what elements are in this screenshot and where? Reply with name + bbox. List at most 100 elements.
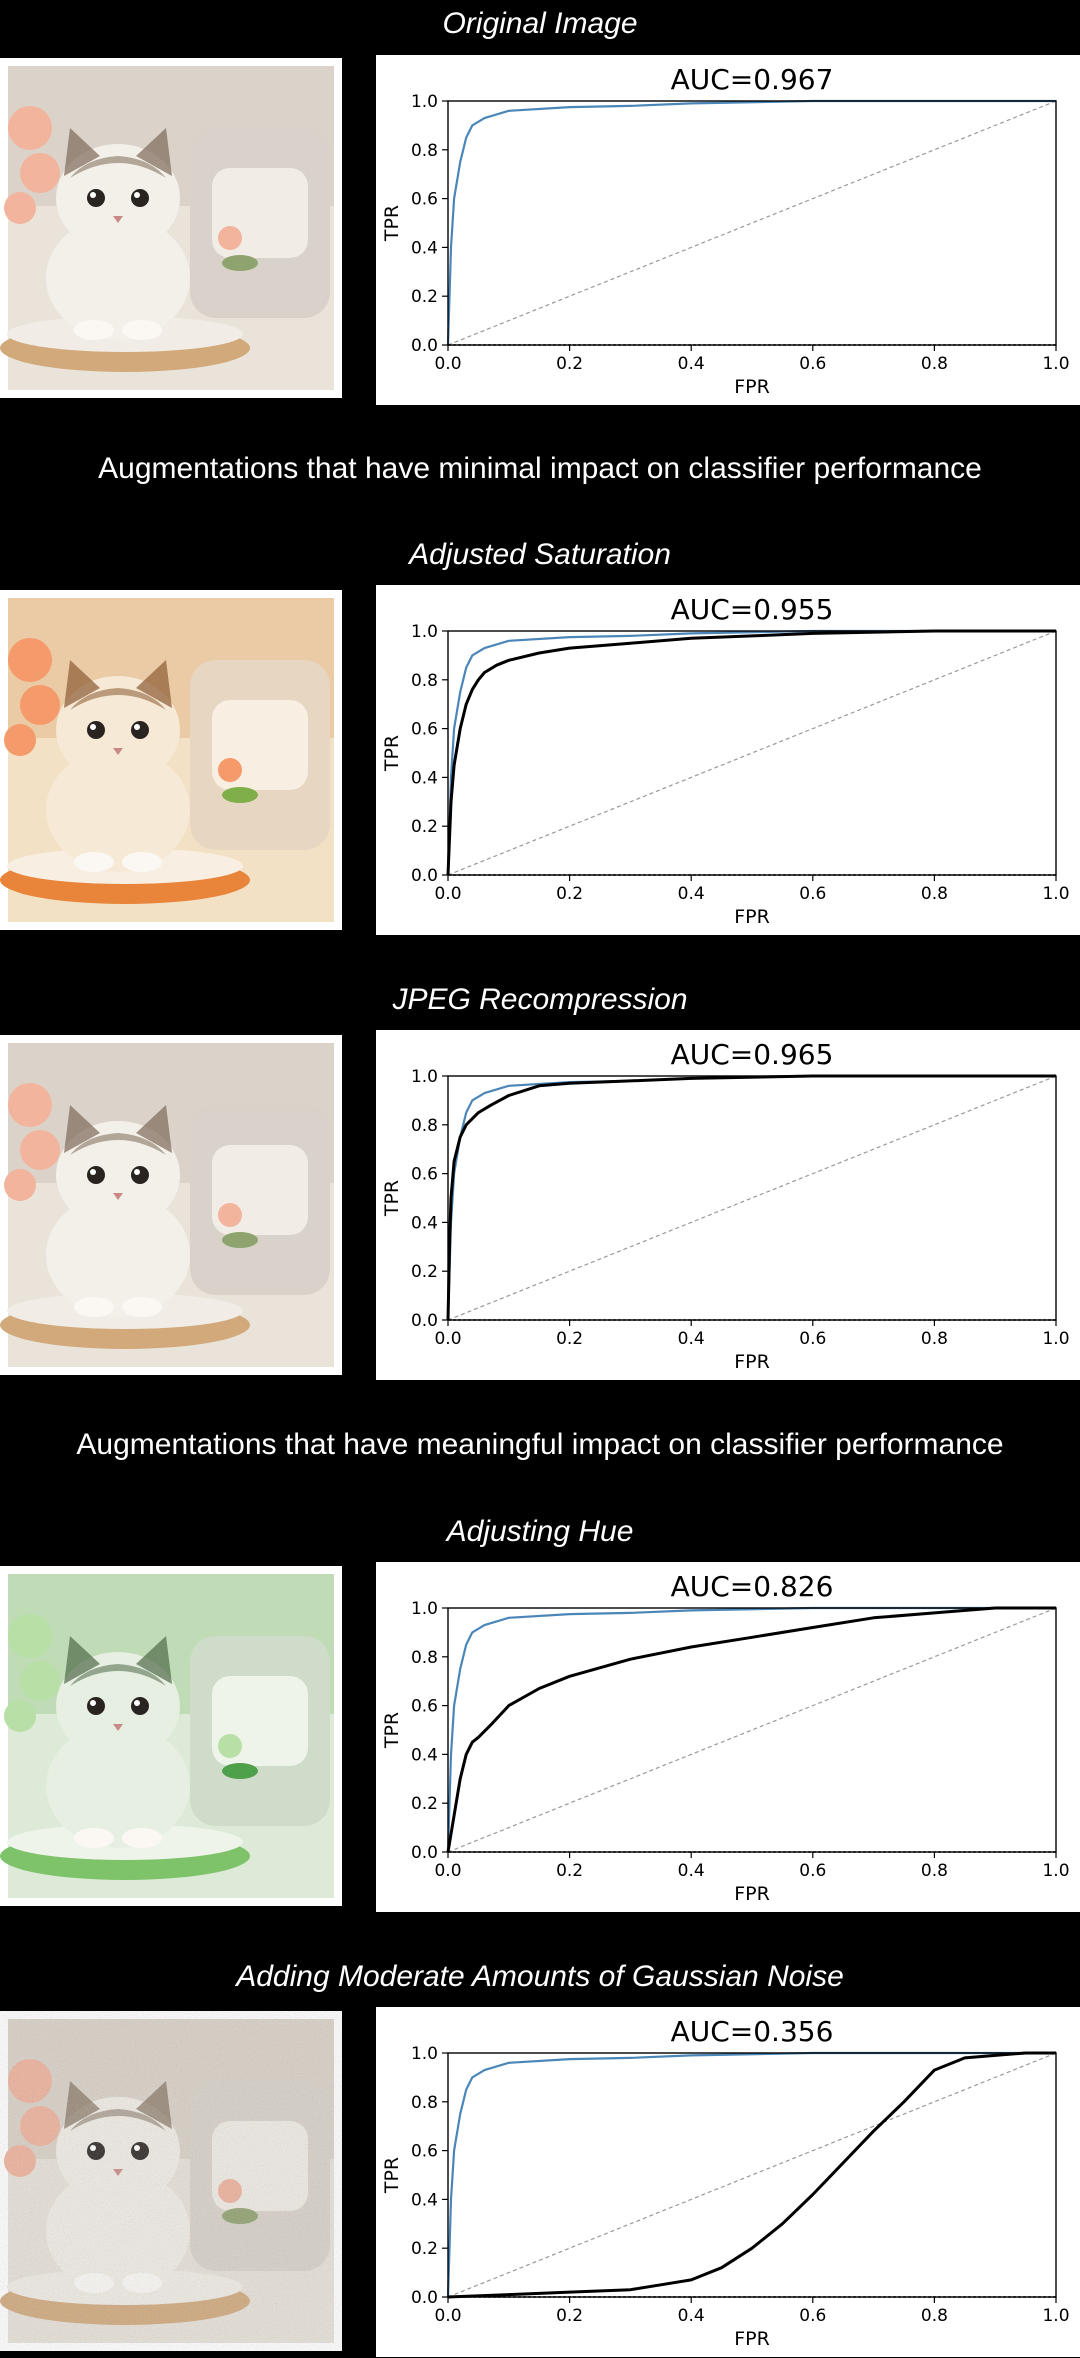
- y-axis-label: TPR: [381, 2157, 403, 2194]
- y-tick-label: 0.4: [411, 2190, 438, 2210]
- cat-body: [46, 1193, 190, 1317]
- x-tick-label: 0.0: [434, 354, 461, 374]
- flower: [4, 1700, 36, 1732]
- augmented-roc-line: [447, 2051, 1056, 2299]
- x-tick-label: 0.6: [799, 2306, 826, 2326]
- x-tick-label: 0.0: [434, 1861, 461, 1881]
- cat-eye-highlight: [90, 192, 96, 198]
- y-tick-label: 0.4: [411, 768, 438, 788]
- x-tick-label: 0.4: [678, 354, 705, 374]
- y-tick-label: 0.0: [411, 1311, 438, 1331]
- cat-paw: [74, 1828, 114, 1848]
- cat-eye-highlight: [134, 724, 140, 730]
- x-tick-label: 1.0: [1042, 1329, 1069, 1349]
- roc-chart: AUC=0.967 0.0 0.2 0.4 0.6 0.8 1.0 0.0 0.2 0.4 0.6 0…: [376, 55, 1080, 405]
- x-axis-label: FPR: [734, 376, 770, 398]
- axes-frame: [447, 630, 1057, 876]
- cat-head: [56, 1652, 180, 1760]
- x-tick-label: 0.4: [678, 2306, 705, 2326]
- cat-ear: [64, 1636, 100, 1684]
- x-tick-label: 0.4: [678, 1329, 705, 1349]
- y-tick-label: 1.0: [411, 1599, 438, 1619]
- x-tick-label: 0.6: [799, 354, 826, 374]
- chart-title: AUC=0.356: [671, 2015, 834, 2048]
- flower: [8, 638, 52, 682]
- leaf: [222, 1763, 258, 1779]
- roc-chart: AUC=0.826 0.0 0.2 0.4 0.6 0.8 1.0 0.0 0.2 0.4 0.6 0…: [376, 1562, 1080, 1912]
- flower: [8, 1083, 52, 1127]
- roc-chart: AUC=0.356 0.0 0.2 0.4 0.6 0.8 1.0 0.0 0.2 0.4 0.6 0…: [376, 2007, 1080, 2357]
- y-axis-label: TPR: [381, 205, 403, 242]
- axes-frame: [447, 1607, 1057, 1853]
- section-heading: Augmentations that have minimal impact o…: [98, 452, 982, 485]
- x-tick-label: 0.6: [799, 1861, 826, 1881]
- cat-paw: [122, 1297, 162, 1317]
- cat-body: [46, 216, 190, 340]
- x-tick-label: 0.6: [799, 884, 826, 904]
- cat-paw: [74, 852, 114, 872]
- y-tick-label: 0.2: [411, 287, 438, 307]
- y-axis-label: TPR: [381, 1180, 403, 1217]
- axes-frame: [447, 100, 1057, 346]
- augmented-roc-line: [446, 1606, 1056, 1853]
- x-axis-label: FPR: [734, 2328, 770, 2350]
- x-tick-label: 0.6: [799, 1329, 826, 1349]
- cat-ear: [136, 1636, 172, 1684]
- x-tick-label: 0.8: [921, 2306, 948, 2326]
- x-tick-label: 0.4: [678, 884, 705, 904]
- x-tick-label: 0.2: [556, 1861, 583, 1881]
- y-tick-label: 0.8: [411, 141, 438, 161]
- x-axis-label: FPR: [734, 1351, 770, 1373]
- panel-title: Adding Moderate Amounts of Gaussian Nois…: [236, 1960, 844, 1993]
- flower: [218, 1203, 242, 1227]
- flower: [20, 153, 60, 193]
- cat-eye: [87, 1166, 105, 1184]
- cat-eye: [131, 189, 149, 207]
- cat-ear: [136, 660, 172, 708]
- cat-eye: [131, 1166, 149, 1184]
- cat-thumbnail: [0, 1566, 342, 1906]
- chart-title: AUC=0.826: [671, 1570, 834, 1603]
- cat-body: [46, 748, 190, 872]
- y-tick-label: 0.0: [411, 336, 438, 356]
- y-tick-label: 0.0: [411, 1843, 438, 1863]
- cat-ear: [64, 660, 100, 708]
- cat-eye: [87, 1697, 105, 1715]
- cat-ear: [136, 128, 172, 176]
- y-tick-label: 0.4: [411, 1745, 438, 1765]
- flower: [20, 1130, 60, 1170]
- flower: [4, 192, 36, 224]
- x-tick-label: 0.4: [678, 1861, 705, 1881]
- y-tick-label: 1.0: [411, 92, 438, 112]
- x-tick-label: 0.0: [434, 1329, 461, 1349]
- cat-eye: [131, 1697, 149, 1715]
- y-tick-label: 0.4: [411, 238, 438, 258]
- cat-paw: [122, 1828, 162, 1848]
- cat-paw: [122, 852, 162, 872]
- plot-background: [376, 585, 1080, 935]
- x-axis-label: FPR: [734, 1883, 770, 1905]
- chart-title: AUC=0.955: [671, 593, 834, 626]
- noise-overlay: [8, 2019, 334, 2343]
- y-tick-label: 1.0: [411, 2044, 438, 2064]
- cat-eye-highlight: [134, 1169, 140, 1175]
- x-tick-label: 1.0: [1042, 354, 1069, 374]
- x-tick-label: 1.0: [1042, 884, 1069, 904]
- cat-eye-highlight: [134, 192, 140, 198]
- cat-forehead: [70, 688, 166, 710]
- flower: [8, 106, 52, 150]
- flower: [218, 226, 242, 250]
- y-tick-label: 0.8: [411, 1116, 438, 1136]
- y-tick-label: 0.2: [411, 817, 438, 837]
- cat-forehead: [70, 1133, 166, 1155]
- cat-forehead: [70, 1664, 166, 1686]
- y-tick-label: 0.0: [411, 866, 438, 886]
- y-tick-label: 0.4: [411, 1213, 438, 1233]
- section-heading: Augmentations that have meaningful impac…: [76, 1428, 1004, 1461]
- cat-thumbnail: [0, 590, 342, 930]
- cat-paw: [74, 1297, 114, 1317]
- cat-head: [56, 1121, 180, 1229]
- y-tick-label: 0.8: [411, 2093, 438, 2113]
- cat-head: [56, 676, 180, 784]
- cat-paw: [74, 320, 114, 340]
